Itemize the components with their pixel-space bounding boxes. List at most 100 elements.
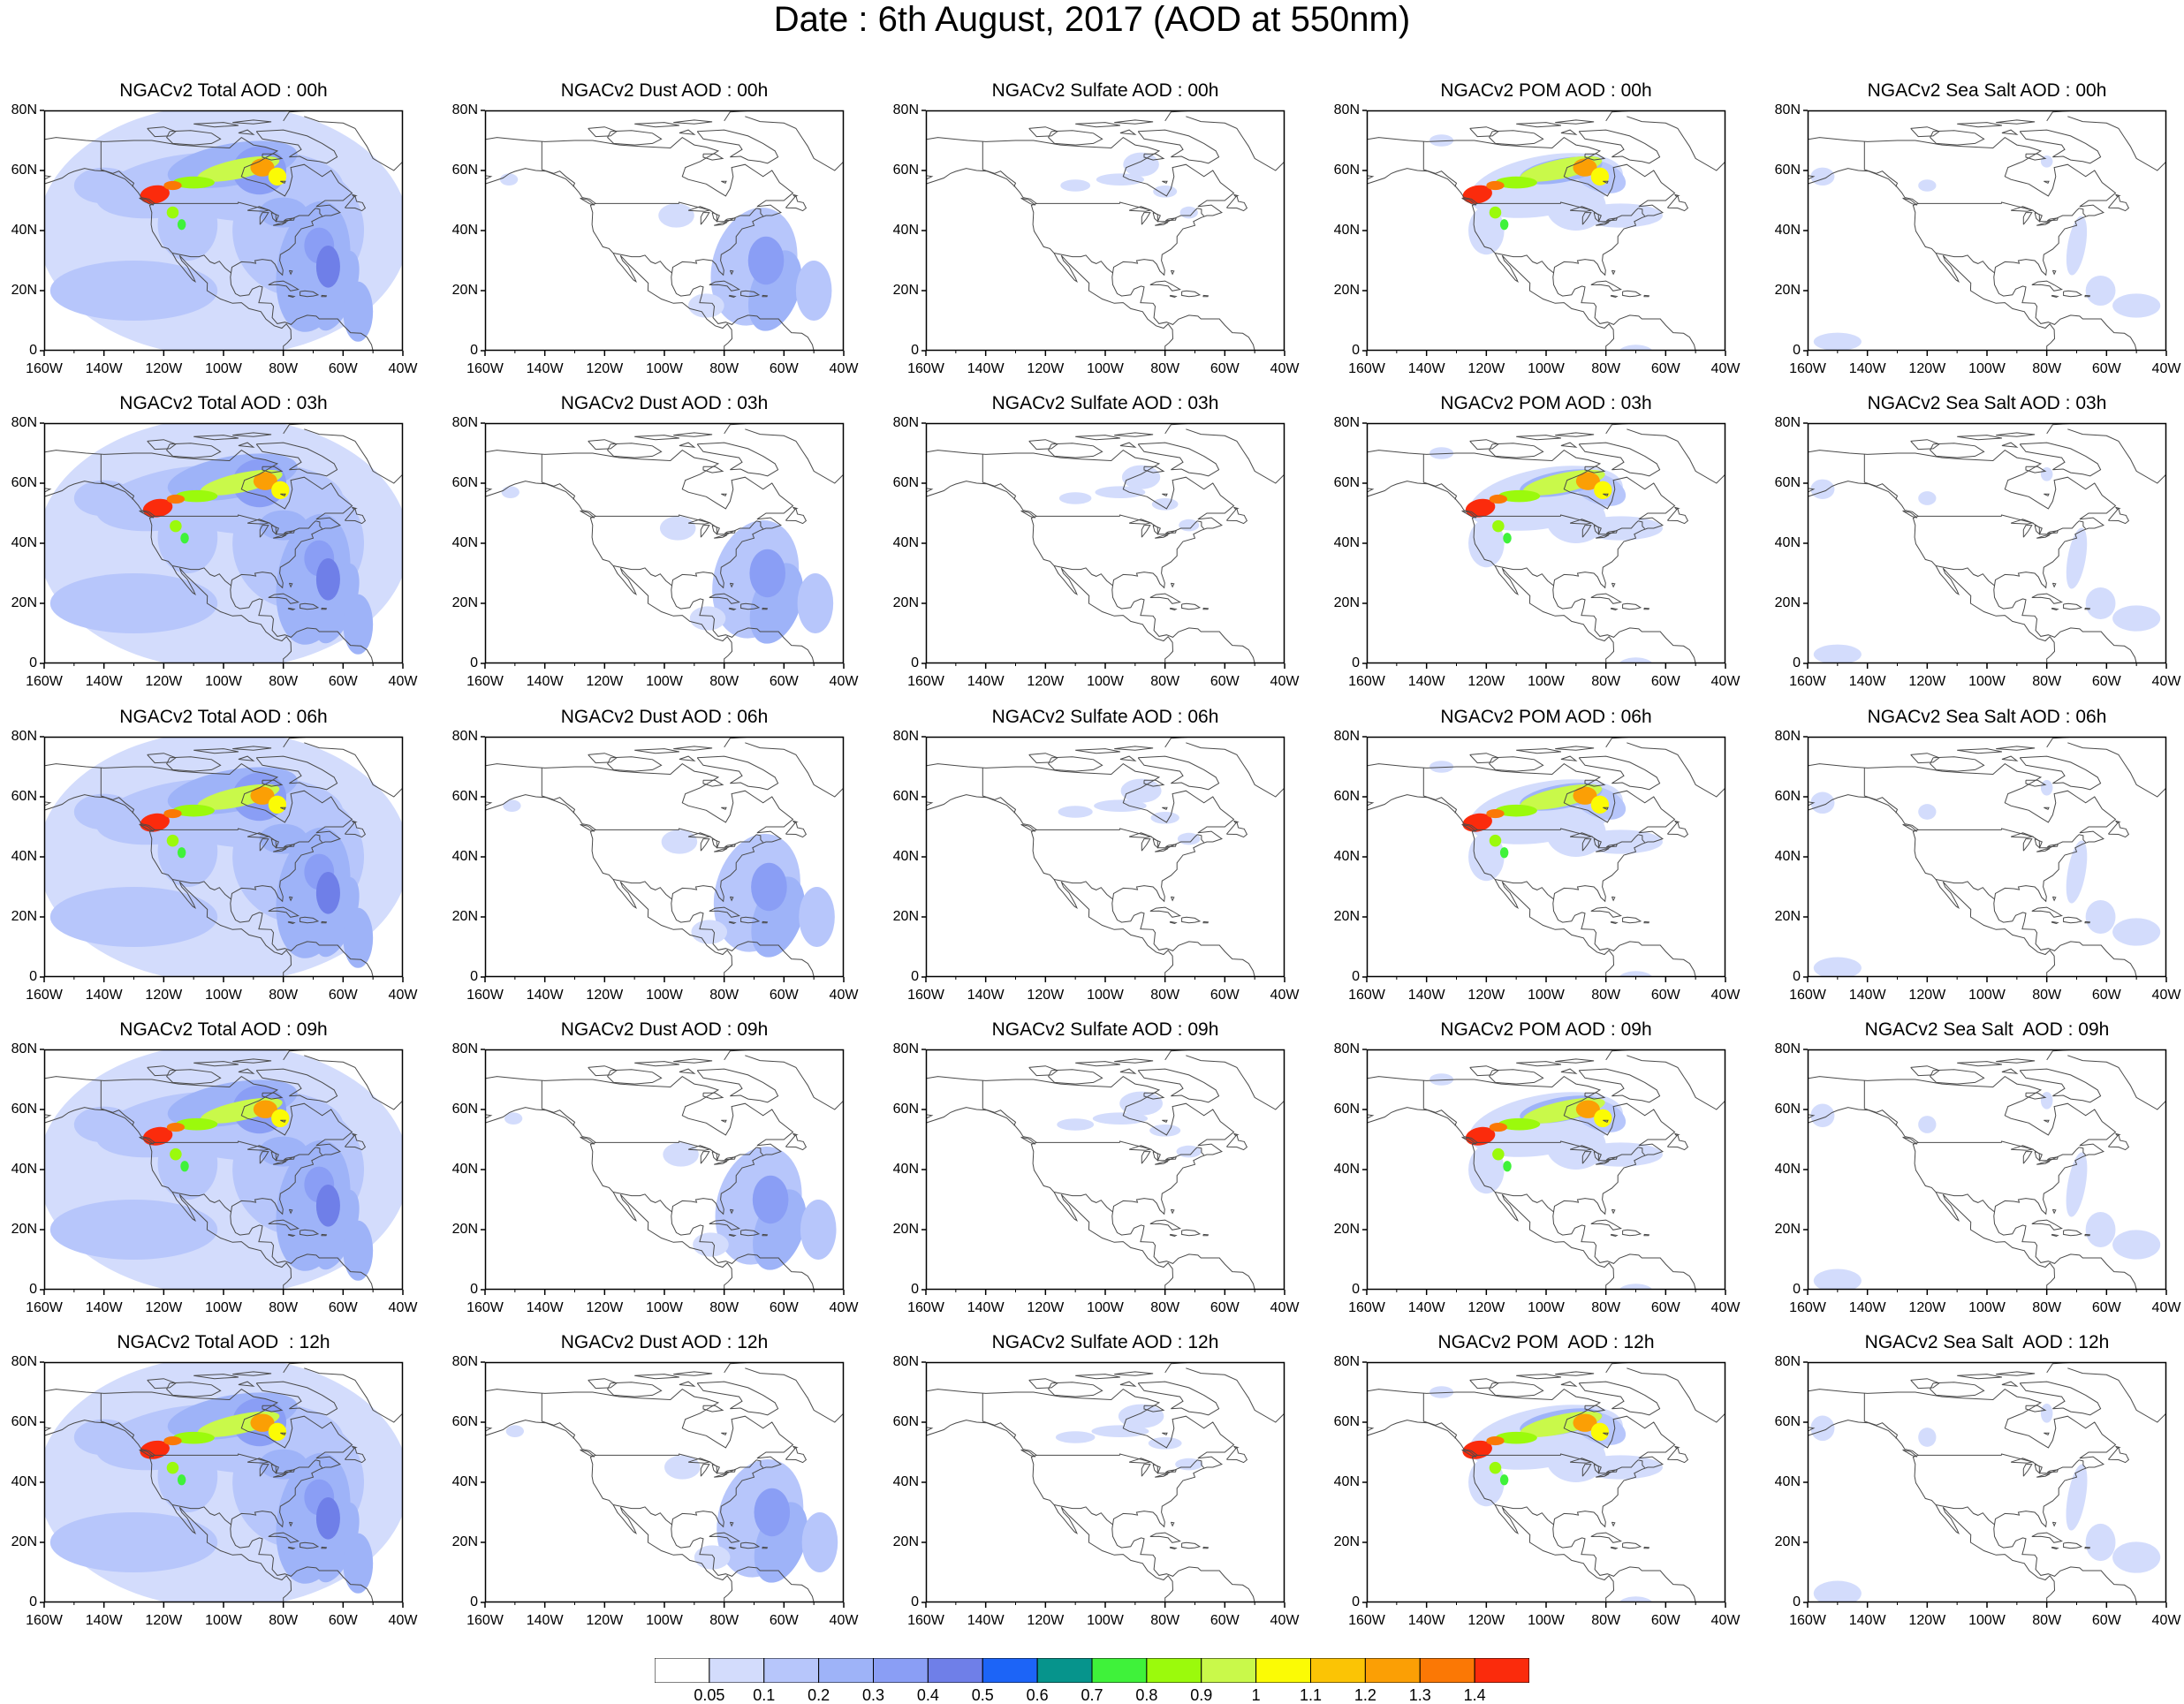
- aod-field-patch: [2066, 1464, 2088, 1531]
- lat-tick-label: 80N: [1333, 1354, 1360, 1369]
- lat-tick-label: 20N: [451, 595, 478, 610]
- lon-tick-label: 80W: [709, 1613, 739, 1628]
- aod-field-patch: [1055, 1431, 1096, 1443]
- coastline: [709, 280, 740, 292]
- coastline: [2051, 294, 2059, 299]
- panel-sulfate-12h-map: [921, 1361, 1285, 1608]
- coastline: [1936, 879, 1995, 900]
- coastline: [2051, 1521, 2057, 1527]
- lat-tick-label: 60N: [451, 163, 478, 178]
- coastline: [352, 193, 358, 197]
- aod-field-patch: [166, 494, 186, 504]
- aod-field-patch: [172, 1431, 215, 1444]
- lon-tick-label: 100W: [646, 361, 683, 376]
- coastline: [44, 449, 374, 663]
- coastline: [1367, 762, 1696, 977]
- panel-total-09h-title: NGACv2 Total AOD : 09h: [119, 1019, 328, 1040]
- aod-field-patch: [49, 1512, 218, 1572]
- coastline: [147, 1065, 177, 1077]
- aod-field-patch: [1573, 1413, 1597, 1432]
- coastline: [2044, 1119, 2050, 1123]
- coastline: [1516, 1061, 1561, 1067]
- aod-field-patch: [259, 1449, 307, 1480]
- lon-tick-label: 160W: [466, 988, 504, 1003]
- aod-field-patch: [754, 1488, 791, 1537]
- coastline: [284, 1469, 295, 1473]
- lon-tick-label: 140W: [1848, 361, 1886, 376]
- lat-tick-label: 20N: [1774, 595, 1801, 610]
- coastline: [1128, 1145, 1153, 1151]
- lon-tick-label: 40W: [1270, 988, 1300, 1003]
- aod-field-patch: [795, 261, 832, 321]
- coastline: [1165, 530, 1177, 534]
- aod-field-patch: [259, 197, 307, 228]
- coastline: [1516, 1374, 1561, 1380]
- coastline: [1141, 1151, 1151, 1164]
- coastline: [634, 122, 679, 128]
- coastline: [287, 920, 296, 925]
- lat-tick-label: 60N: [892, 475, 919, 490]
- panel-sulfate-12h-title: NGACv2 Sulfate AOD : 12h: [991, 1332, 1219, 1352]
- lat-tick-label: 0: [911, 655, 919, 670]
- coastline: [1603, 807, 1609, 810]
- coastline: [1469, 439, 1499, 451]
- aod-field-patch: [250, 1413, 275, 1432]
- coastline: [2051, 1546, 2059, 1550]
- map-frame: [1807, 110, 2167, 352]
- coastline: [2044, 493, 2050, 496]
- coastline: [673, 746, 713, 751]
- coastline: [745, 1367, 844, 1423]
- coastline: [1143, 779, 1165, 787]
- coastline: [541, 768, 576, 814]
- lat-tick-label: 60N: [892, 1414, 919, 1429]
- aod-field-patch: [2085, 587, 2116, 620]
- coastline: [1367, 1075, 1696, 1290]
- lon-tick-label: 140W: [1407, 361, 1445, 376]
- coastline: [1162, 1119, 1168, 1123]
- lon-tick-label: 100W: [205, 1300, 242, 1315]
- aod-field-patch: [1058, 806, 1093, 818]
- coastline: [1054, 879, 1113, 900]
- colorbar-swatch: [1201, 1658, 1257, 1683]
- aod-field-patch: [1499, 847, 1509, 859]
- coastline: [1808, 1420, 2056, 1602]
- coastline: [1863, 141, 1899, 187]
- lat-tick-label: 80N: [892, 1354, 919, 1369]
- lat-tick-label: 20N: [451, 283, 478, 298]
- coastline: [1555, 432, 1595, 437]
- coastline: [1489, 130, 1544, 146]
- lat-tick-label: 40N: [11, 1162, 37, 1177]
- coastline: [709, 593, 740, 604]
- lon-tick-label: 100W: [1087, 361, 1124, 376]
- lon-tick-label: 100W: [1087, 988, 1124, 1003]
- coastline: [2036, 534, 2051, 539]
- coastline: [1596, 848, 1610, 852]
- lat-tick-label: 0: [470, 1594, 478, 1609]
- aod-field-patch: [172, 804, 215, 817]
- coastline: [1233, 506, 1240, 510]
- aod-field-patch: [49, 573, 218, 633]
- colorbar-label: 0.9: [1190, 1686, 1213, 1704]
- coastline: [2108, 1133, 2130, 1151]
- coastline: [1202, 920, 1210, 924]
- coastline: [926, 1420, 1174, 1602]
- coastline: [613, 565, 672, 587]
- coastline: [700, 212, 710, 225]
- coastline: [139, 510, 155, 519]
- coastline: [268, 906, 300, 918]
- lat-tick-label: 20N: [11, 909, 37, 924]
- lat-tick-label: 20N: [1333, 1222, 1360, 1237]
- coastline: [785, 1133, 808, 1151]
- aod-field-patch: [1499, 1474, 1509, 1486]
- coastline: [2115, 1445, 2121, 1449]
- lat-tick-label: 60N: [1774, 1414, 1801, 1429]
- lon-tick-label: 60W: [2091, 1613, 2121, 1628]
- lon-tick-label: 120W: [145, 1300, 183, 1315]
- lon-tick-label: 160W: [907, 361, 944, 376]
- aod-field-patch: [2066, 527, 2088, 589]
- coastline: [2019, 1381, 2102, 1416]
- coastline: [1170, 896, 1175, 902]
- panel-total-09h-map: [40, 1049, 404, 1295]
- coastline: [1489, 756, 1544, 772]
- aod-field-patch: [166, 834, 179, 847]
